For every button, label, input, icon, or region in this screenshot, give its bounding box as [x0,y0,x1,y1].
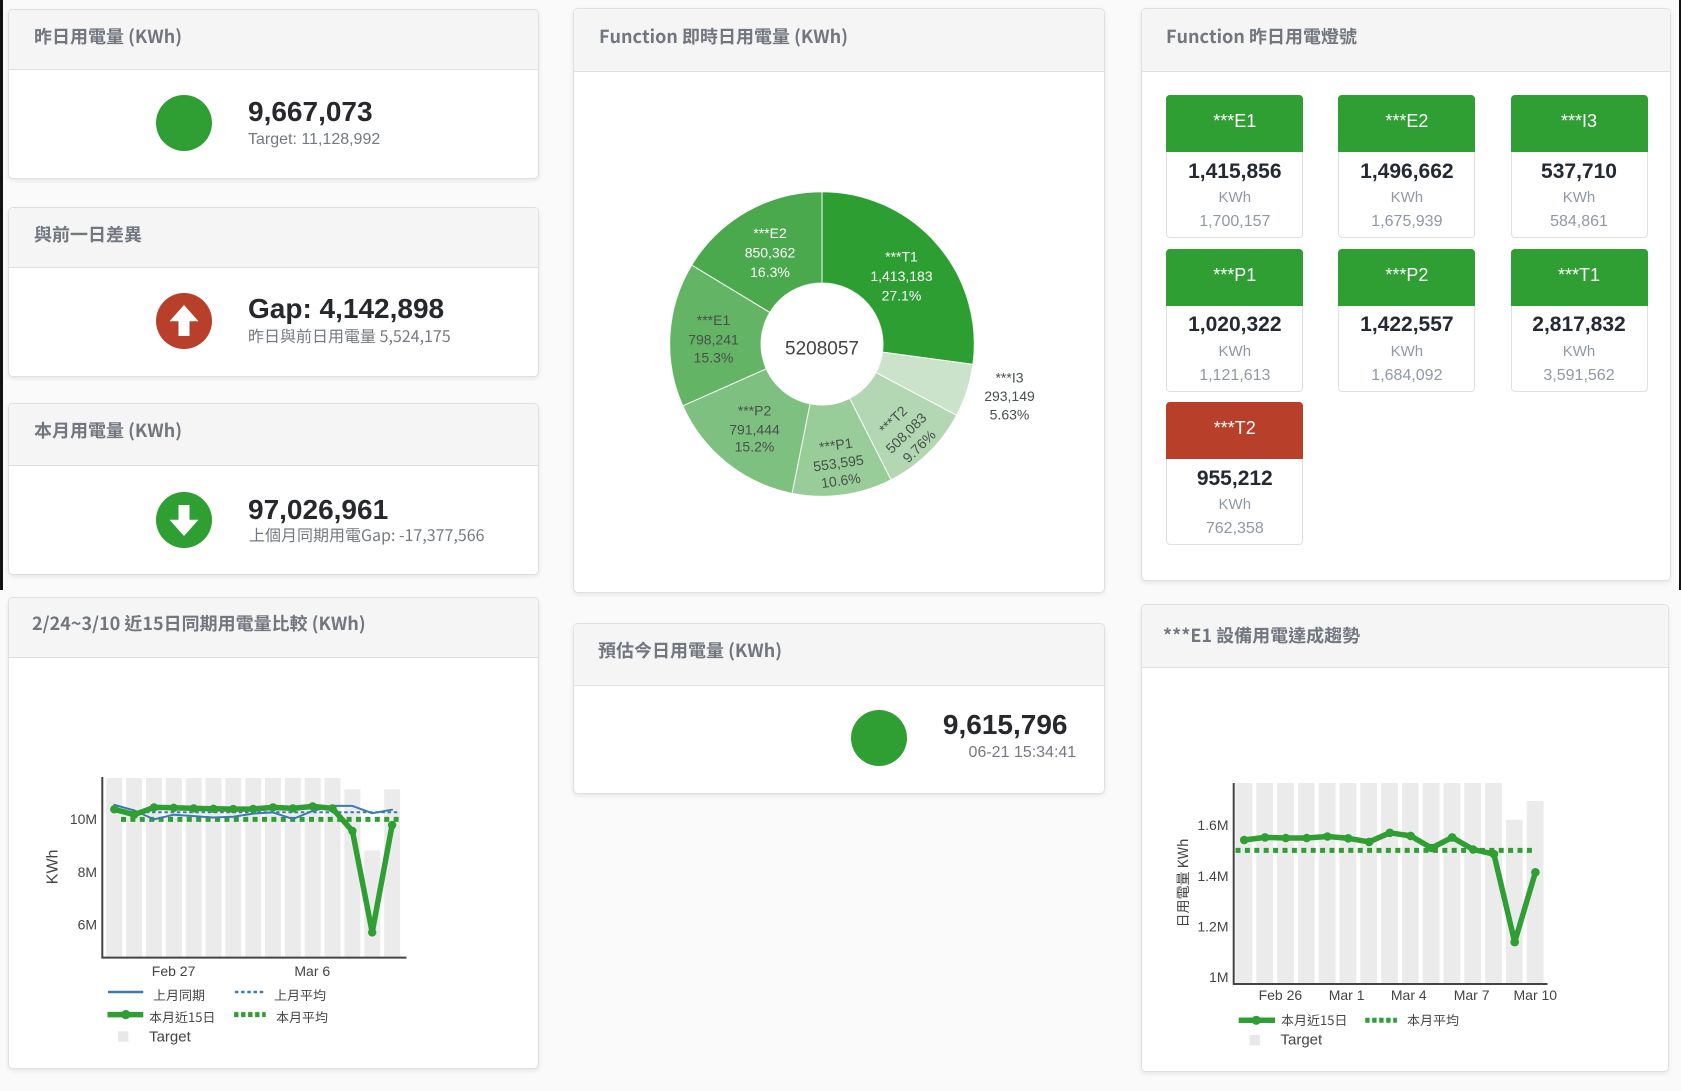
svg-text:791,444: 791,444 [729,421,780,437]
svg-text:27.1%: 27.1% [882,287,922,303]
svg-text:Mar 1: Mar 1 [1329,987,1365,1003]
svg-text:1.2M: 1.2M [1197,919,1228,935]
svg-text:***I3: ***I3 [995,370,1023,386]
svg-text:Target: Target [1281,1032,1324,1049]
svg-text:KWh: KWh [44,850,61,885]
svg-text:6M: 6M [78,917,97,933]
svg-text:293,149: 293,149 [984,388,1035,404]
svg-text:1.4M: 1.4M [1197,868,1228,884]
svg-text:***E1: ***E1 [697,312,731,328]
svg-text:Feb 26: Feb 26 [1259,987,1303,1003]
svg-text:Mar 6: Mar 6 [294,963,330,979]
svg-text:15.3%: 15.3% [694,350,734,366]
svg-text:Mar 10: Mar 10 [1514,987,1558,1003]
svg-text:5.63%: 5.63% [990,407,1030,423]
svg-text:Target: Target [149,1029,192,1046]
svg-text:1M: 1M [1209,969,1228,985]
svg-text:***P1: ***P1 [818,435,854,456]
svg-text:15.2%: 15.2% [735,438,775,454]
svg-text:850,362: 850,362 [745,245,796,261]
svg-text:***T1: ***T1 [885,249,918,265]
svg-text:1.6M: 1.6M [1197,817,1228,833]
svg-text:16.3%: 16.3% [750,264,790,280]
svg-text:8M: 8M [78,864,97,880]
svg-text:10.6%: 10.6% [820,470,862,491]
svg-text:Mar 4: Mar 4 [1391,987,1427,1003]
svg-text:1,413,183: 1,413,183 [870,268,932,284]
svg-text:798,241: 798,241 [688,332,739,348]
svg-text:Mar 7: Mar 7 [1454,987,1490,1003]
svg-text:***E2: ***E2 [753,225,787,241]
svg-text:5208057: 5208057 [785,338,859,359]
svg-text:Feb 27: Feb 27 [152,963,196,979]
svg-text:553,595: 553,595 [812,452,865,475]
svg-text:10M: 10M [70,811,97,827]
svg-text:***P2: ***P2 [738,403,772,419]
